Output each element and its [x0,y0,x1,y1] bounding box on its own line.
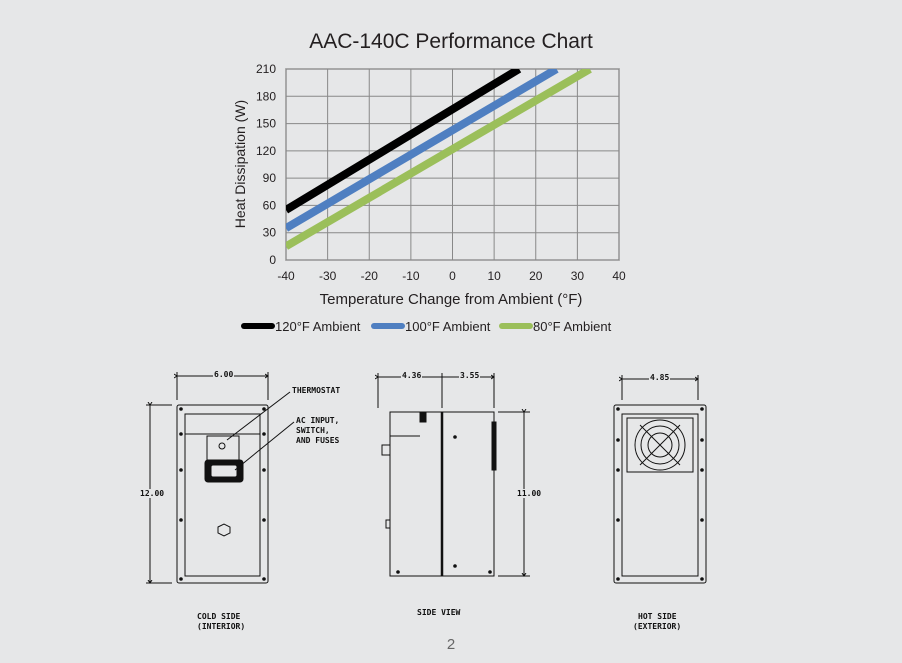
side-view-dim-right: 3.55 [459,371,481,380]
y-tick-label: 150 [256,117,276,131]
series-lines [286,69,592,250]
mounting-hole [700,407,704,411]
ac-input-callout-3: AND FUSES [296,436,340,445]
legend-label-2: 80°F Ambient [533,319,612,334]
chart-title: AAC-140C Performance Chart [309,30,593,53]
mounting-hole [179,518,183,522]
x-tick-label: -20 [361,269,379,283]
cold-side-caption-1: COLD SIDE [197,612,241,621]
x-tick-label: 10 [487,269,501,283]
series-line-2 [286,69,592,250]
x-tick-label: -30 [319,269,337,283]
mounting-hole [488,570,492,574]
legend: 120°F Ambient 100°F Ambient 80°F Ambient [241,319,612,334]
cold-side-width-dim: 6.00 [213,370,235,379]
series-line-1 [286,69,559,232]
mounting-hole [262,407,266,411]
mounting-hole [179,407,183,411]
mounting-hole [179,577,183,581]
cold-side-height-dim: 12.00 [140,489,165,498]
x-tick-label: 40 [612,269,626,283]
mounting-hole [616,518,620,522]
y-tick-label: 120 [256,144,276,158]
y-tick-label: 30 [263,226,277,240]
cold-side-caption-2: (INTERIOR) [197,622,246,631]
mounting-hole [396,570,400,574]
side-view-dim-left: 4.36 [401,371,423,380]
mounting-hole [700,518,704,522]
x-axis-label: Temperature Change from Ambient (°F) [320,291,583,308]
page-number: 2 [446,636,456,653]
mounting-hole [179,432,183,436]
x-tick-label: 30 [571,269,585,283]
plot-grid [285,68,620,261]
mounting-hole [262,468,266,472]
y-axis-ticks: 0 30 60 90 120 150 180 210 [256,62,276,267]
mounting-hole [179,468,183,472]
ac-input-callout-1: AC INPUT, [296,416,340,425]
y-tick-label: 90 [263,171,277,185]
mounting-hole [262,577,266,581]
x-tick-label: 0 [449,269,456,283]
cold-side-drawing [146,372,295,583]
mounting-hole [616,438,620,442]
thermostat-knob [218,442,226,450]
y-tick-label: 210 [256,62,276,76]
mounting-holes [179,407,704,581]
legend-label-1: 100°F Ambient [405,319,491,334]
y-tick-label: 0 [269,253,276,267]
y-axis-label: Heat Dissipation (W) [232,100,248,228]
mounting-hole [616,407,620,411]
x-tick-label: 20 [529,269,543,283]
x-tick-label: -40 [277,269,295,283]
mounting-hole [616,577,620,581]
thermostat-callout: THERMOSTAT [292,386,341,395]
mounting-hole [700,468,704,472]
mounting-hole [453,435,457,439]
mounting-hole [700,577,704,581]
mounting-hole [700,438,704,442]
series-line-0 [286,69,522,214]
hot-side-width-dim: 4.85 [649,373,671,382]
mounting-hole [453,564,457,568]
hot-side-caption-2: (EXTERIOR) [633,622,682,631]
hot-side-caption-1: HOT SIDE [638,612,677,621]
side-view-caption: SIDE VIEW [417,608,461,617]
fan-icon [634,419,686,471]
x-axis-ticks: -40 -30 -20 -10 0 10 20 30 40 [277,269,626,283]
y-tick-label: 180 [256,89,276,103]
y-tick-label: 60 [263,198,277,212]
ac-input-callout-2: SWITCH, [296,426,330,435]
legend-label-0: 120°F Ambient [275,319,361,334]
mounting-hole [262,432,266,436]
x-tick-label: -10 [402,269,420,283]
side-view-height-dim: 11.00 [517,489,542,498]
mounting-hole [616,468,620,472]
mounting-hole [262,518,266,522]
performance-chart: AAC-140C Performance Chart 0 30 60 90 120 150… [232,30,626,334]
hot-side-drawing [613,375,707,584]
